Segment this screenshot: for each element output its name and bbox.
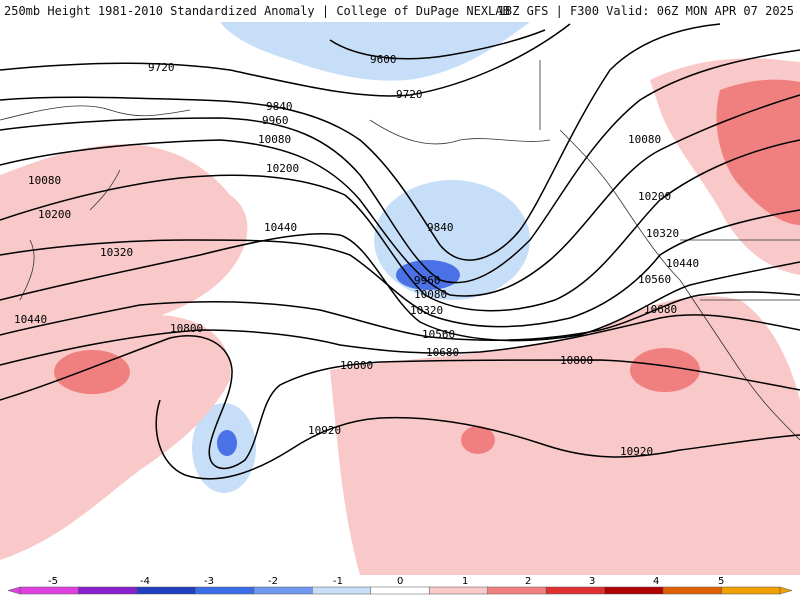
positive-anomaly-hawaii-core — [461, 426, 495, 454]
contour-label: 10080 — [628, 133, 661, 146]
colorbar-swatch — [195, 586, 255, 595]
contour-label: 10080 — [414, 288, 447, 301]
contour-label: 10440 — [14, 313, 47, 326]
positive-anomaly-east-pacific-core — [630, 348, 700, 392]
positive-anomaly-asia — [0, 144, 248, 350]
contour-10200 — [0, 139, 800, 312]
colorbar-swatch — [721, 586, 781, 595]
positive-anomaly-central-pacific — [330, 296, 800, 575]
contour-label: 9960 — [262, 114, 289, 127]
contour-label: 10320 — [100, 246, 133, 259]
contour-label: 10200 — [38, 208, 71, 221]
colorbar-swatch — [370, 586, 430, 595]
contour-9720 — [0, 23, 571, 97]
contour-label: 10920 — [308, 424, 341, 437]
contour-labels: 9600 9720 9720 9840 9960 10080 10080 102… — [14, 53, 699, 458]
colorbar-swatch — [253, 586, 313, 595]
contour-label: 10080 — [28, 174, 61, 187]
colorbar-end-arrow — [779, 586, 793, 595]
colorbar-tick-label: 2 — [525, 576, 531, 587]
anomaly-map: 9600 9720 9720 9840 9960 10080 10080 102… — [0, 22, 800, 575]
colorbar-swatch — [136, 586, 196, 595]
contour-10920 — [155, 399, 800, 480]
map-canvas: 9600 9720 9720 9840 9960 10080 10080 102… — [0, 22, 800, 575]
negative-anomaly-north — [220, 22, 530, 81]
colorbar-swatch — [487, 586, 547, 595]
colorbar-tick-label: -2 — [268, 576, 278, 587]
colorbar-swatch — [545, 586, 605, 595]
contour-label: 10680 — [426, 346, 459, 359]
colorbar-tick-label: 0 — [397, 576, 403, 587]
colorbar-tick-label: -4 — [140, 576, 150, 587]
colorbar-tick-label: 5 — [718, 576, 724, 587]
contour-label: 10440 — [264, 221, 297, 234]
contour-label: 10200 — [638, 190, 671, 203]
colorbar-ticks: -5 -4 -3 -2 -1 0 1 2 3 4 5 — [48, 576, 724, 587]
colorbar-tick-label: -3 — [204, 576, 214, 587]
map-header: 250mb Height 1981-2010 Standardized Anom… — [0, 0, 800, 22]
anomaly-colorbar: -5 -4 -3 -2 -1 0 1 2 3 4 5 — [0, 575, 800, 600]
contour-10680 — [0, 314, 800, 366]
contour-label: 10680 — [644, 303, 677, 316]
colorbar-end-arrow — [7, 586, 21, 595]
colorbar-tick-label: -1 — [333, 576, 343, 587]
contour-label: 9720 — [396, 88, 423, 101]
colorbar-swatches — [7, 586, 793, 595]
model-valid-time: 18Z GFS | F300 Valid: 06Z MON APR 07 202… — [497, 4, 794, 18]
contour-10080 — [0, 94, 800, 297]
contour-10440 — [0, 232, 800, 342]
colorbar-swatch — [312, 586, 372, 595]
contour-label: 10320 — [646, 227, 679, 240]
contour-label: 10200 — [266, 162, 299, 175]
contour-label: 10440 — [666, 257, 699, 270]
colorbar-swatch — [428, 586, 488, 595]
contour-label: 9600 — [370, 53, 397, 66]
colorbar-swatch — [78, 586, 138, 595]
contour-label: 10320 — [410, 304, 443, 317]
contour-label: 10560 — [422, 328, 455, 341]
colorbar-swatch — [19, 586, 79, 595]
colorbar-swatch — [604, 586, 664, 595]
contour-9840 — [0, 23, 721, 261]
contour-label: 9840 — [427, 221, 454, 234]
colorbar-svg: -5 -4 -3 -2 -1 0 1 2 3 4 5 — [7, 576, 793, 595]
contour-10800 — [0, 335, 800, 470]
contour-label: 9960 — [414, 274, 441, 287]
contour-label: 10920 — [620, 445, 653, 458]
height-contours — [0, 23, 800, 480]
colorbar-tick-label: -5 — [48, 576, 58, 587]
contour-label: 10800 — [170, 322, 203, 335]
negative-anomaly-cutoff-core — [217, 430, 237, 456]
contour-label: 9720 — [148, 61, 175, 74]
contour-9600 — [329, 29, 546, 60]
contour-9960 — [0, 49, 800, 284]
map-title: 250mb Height 1981-2010 Standardized Anom… — [4, 4, 510, 18]
contour-label: 10800 — [560, 354, 593, 367]
contour-label: 10800 — [340, 359, 373, 372]
colorbar-tick-label: 1 — [462, 576, 468, 587]
contour-label: 9840 — [266, 100, 293, 113]
colorbar-tick-label: 4 — [653, 576, 659, 587]
contour-label: 10560 — [638, 273, 671, 286]
colorbar-tick-label: 3 — [589, 576, 595, 587]
anomaly-shading — [0, 22, 800, 575]
colorbar-swatch — [662, 586, 722, 595]
contour-label: 10080 — [258, 133, 291, 146]
contour-10320 — [0, 209, 800, 328]
contour-10560 — [0, 291, 800, 341]
